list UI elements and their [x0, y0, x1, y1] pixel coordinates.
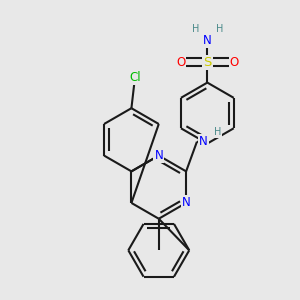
Text: O: O — [176, 56, 185, 69]
Text: H: H — [214, 128, 221, 137]
Text: N: N — [182, 196, 190, 209]
Text: O: O — [230, 56, 239, 69]
Text: H: H — [215, 24, 223, 34]
Text: S: S — [203, 56, 212, 69]
Text: Cl: Cl — [129, 71, 141, 84]
Text: N: N — [199, 135, 208, 148]
Text: H: H — [192, 24, 199, 34]
Text: N: N — [203, 34, 212, 47]
Text: N: N — [154, 149, 163, 162]
